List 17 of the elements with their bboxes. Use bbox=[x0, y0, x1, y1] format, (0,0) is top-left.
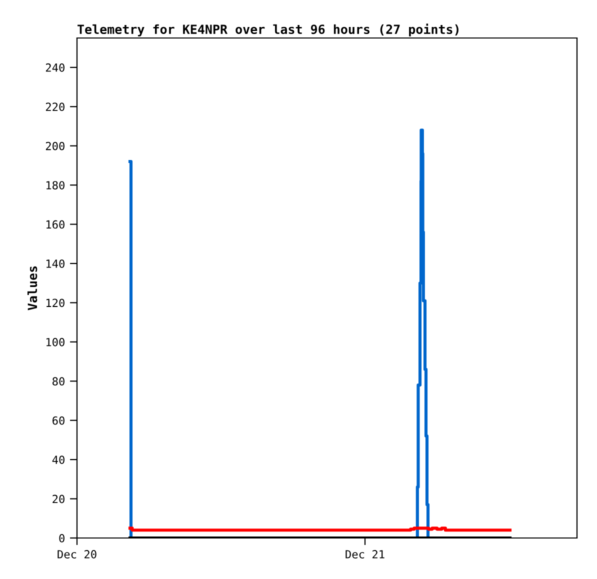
y-tick-label: 40 bbox=[52, 456, 64, 464]
y-tick-label: 140 bbox=[46, 259, 64, 268]
y-tick-label: 160 bbox=[46, 220, 64, 229]
y-tick-label: 180 bbox=[46, 181, 64, 190]
y-tick-label: 200 bbox=[46, 142, 64, 150]
y-tick-label: 0 bbox=[59, 534, 64, 542]
y-tick-label: 120 bbox=[46, 298, 64, 308]
y-tick-label: 220 bbox=[46, 102, 64, 112]
x-tick-label: Dec 21 bbox=[346, 550, 384, 558]
x-tick-label: Dec 20 bbox=[58, 550, 96, 558]
y-tick-label: 240 bbox=[46, 63, 64, 72]
y-tick-label: 60 bbox=[52, 416, 64, 425]
y-axis-title: Values bbox=[27, 266, 38, 310]
y-tick-label: 20 bbox=[52, 494, 64, 504]
chart-title: Telemetry for KE4NPR over last 96 hours (27 points) bbox=[78, 24, 458, 36]
y-tick-label: 100 bbox=[46, 338, 64, 346]
y-tick-label: 80 bbox=[52, 377, 64, 386]
